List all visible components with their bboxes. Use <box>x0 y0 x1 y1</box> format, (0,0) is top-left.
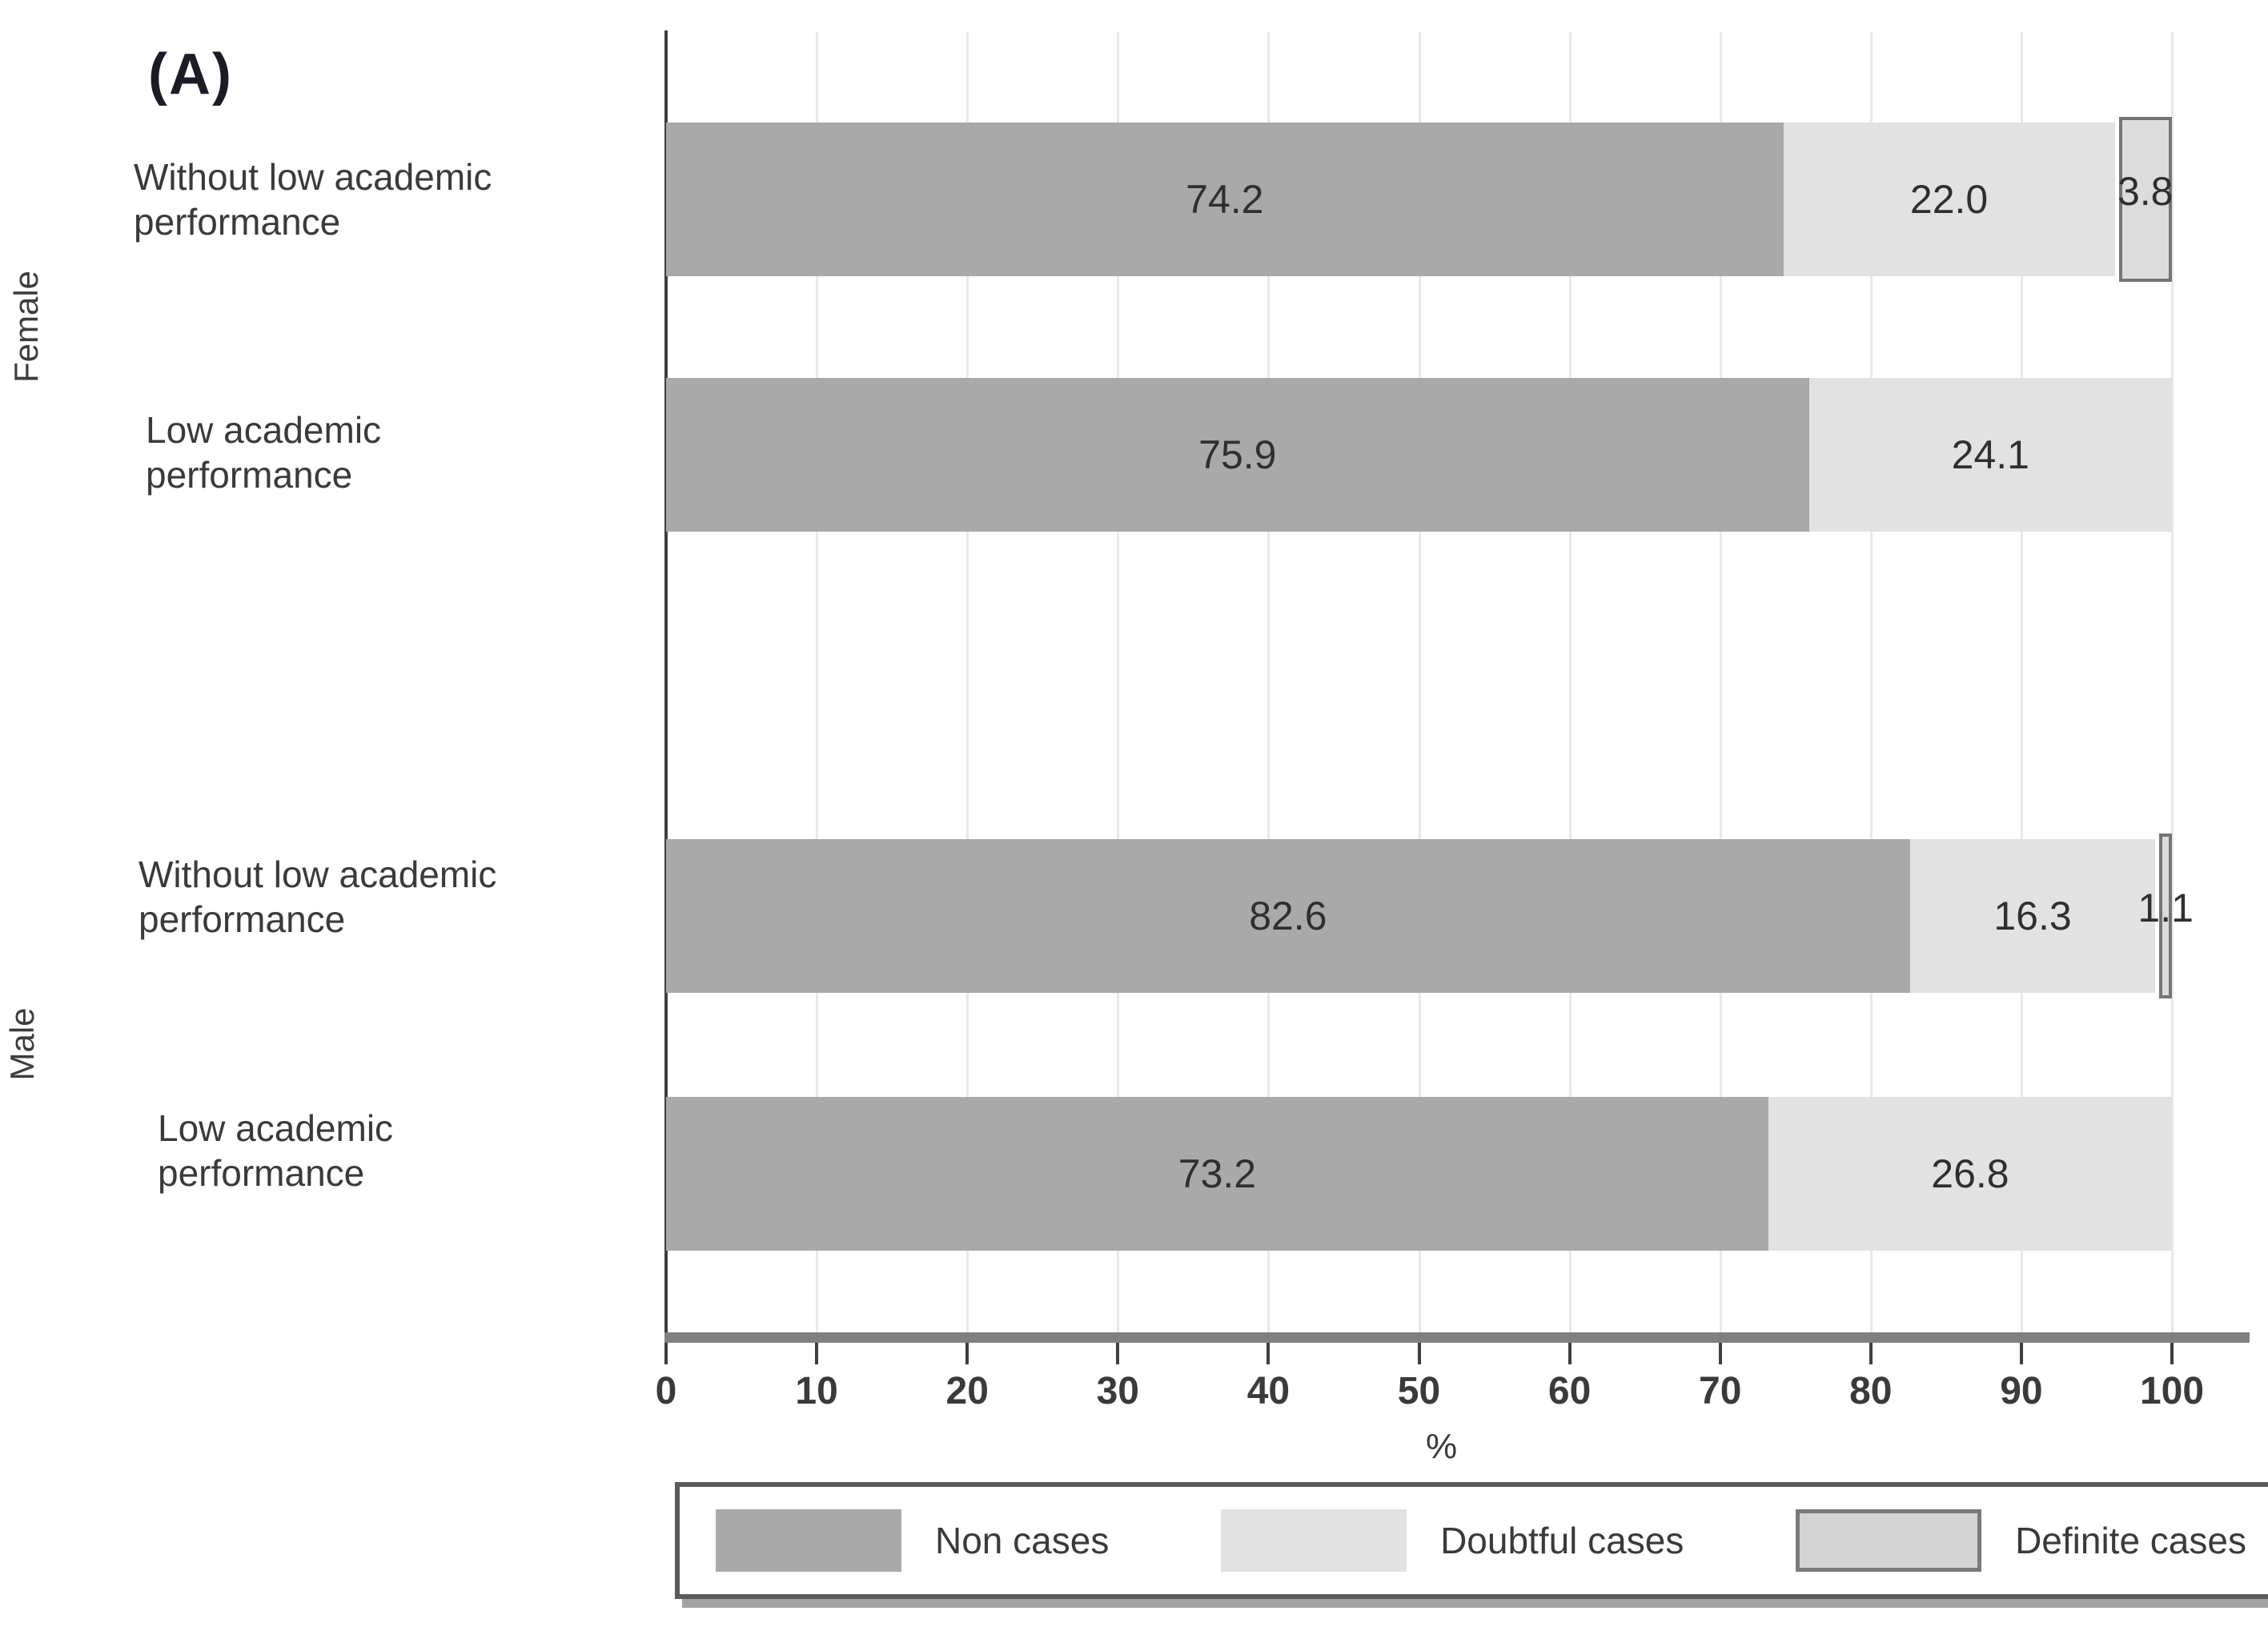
x-tick <box>965 1343 969 1364</box>
x-tick <box>1718 1343 1722 1364</box>
x-tick-label: 80 <box>1849 1370 1893 1412</box>
bar-value-label: 26.8 <box>1931 1151 2009 1196</box>
bar-segment-non-cases: 73.2 <box>666 1097 1768 1251</box>
legend-swatch-definite <box>1796 1509 1982 1572</box>
bar-segment-doubtful-cases: 22.0 <box>1783 123 2115 276</box>
bar-segment-definite-cases: 1.1 <box>2138 834 2194 998</box>
x-tick <box>664 1343 668 1364</box>
bar-segment-non-cases: 75.9 <box>666 378 1809 532</box>
bar-value-label: 1.1 <box>2138 886 2194 931</box>
gridline <box>2020 32 2023 1332</box>
x-tick-label: 10 <box>795 1370 838 1412</box>
x-tick <box>1116 1343 1120 1364</box>
bar-value-label: 22.0 <box>1909 177 1989 222</box>
x-tick <box>2019 1343 2023 1364</box>
legend-item: Doubtful cases <box>1221 1509 1684 1572</box>
gridline <box>1568 32 1572 1332</box>
x-axis-title: % <box>1425 1427 1458 1466</box>
bar-segment-doubtful-cases: 16.3 <box>1909 839 2156 993</box>
x-tick-label: 0 <box>655 1370 677 1412</box>
legend-label: Non cases <box>935 1520 1110 1561</box>
x-tick-label: 50 <box>1397 1370 1441 1412</box>
legend-label: Definite cases <box>2015 1520 2246 1561</box>
legend-swatch-doubtful <box>1221 1509 1407 1572</box>
group-label-male: Male <box>3 1007 41 1081</box>
gridline <box>1418 32 1421 1332</box>
bar-segment-non-cases: 82.6 <box>666 839 1910 993</box>
gridline <box>1719 32 1722 1332</box>
bar-segment-doubtful-cases: 26.8 <box>1768 1097 2172 1251</box>
legend-label: Doubtful cases <box>1440 1520 1684 1561</box>
category-label: Low academic performance <box>146 408 382 496</box>
category-label: Low academic performance <box>158 1107 394 1194</box>
x-tick-label: 90 <box>2000 1370 2043 1412</box>
gridline <box>1117 32 1120 1332</box>
gridline <box>2171 32 2174 1332</box>
bar-value-label: 73.2 <box>1178 1151 1257 1196</box>
legend-swatch-non <box>716 1509 901 1572</box>
x-tick-label: 40 <box>1246 1370 1291 1412</box>
bar-value-label: 24.1 <box>1951 432 2029 477</box>
legend: Non cases Doubtful cases Definite cases <box>675 1482 2268 1599</box>
bar-row: 73.2 26.8 <box>666 1097 2172 1251</box>
bar-row: 74.2 22.0 3.8 <box>666 117 2173 282</box>
x-tick <box>1417 1343 1421 1364</box>
x-tick <box>2170 1343 2174 1364</box>
x-tick-label: 20 <box>945 1370 989 1412</box>
gridline <box>816 32 819 1332</box>
legend-item: Non cases <box>716 1509 1109 1572</box>
bar-value-label: 74.2 <box>1186 177 1264 222</box>
x-tick-label: 60 <box>1547 1370 1592 1412</box>
bar-segment-definite-cases: 3.8 <box>2117 117 2174 282</box>
group-label-female: Female <box>7 270 45 384</box>
gridline <box>1869 32 1873 1332</box>
x-tick <box>1869 1343 1873 1364</box>
x-axis-line <box>664 1332 2250 1343</box>
x-tick-label: 70 <box>1698 1370 1742 1412</box>
x-tick-label: 30 <box>1096 1370 1139 1412</box>
bar-value-label: 3.8 <box>2117 169 2174 215</box>
x-tick-label: 100 <box>2139 1370 2205 1412</box>
y-axis-line <box>664 30 668 1344</box>
panel-label: (A) <box>148 42 233 106</box>
category-label: Without low academic performance <box>134 155 492 243</box>
gridline <box>966 32 969 1332</box>
category-label: Without low academic performance <box>138 853 497 940</box>
x-tick <box>1568 1343 1572 1364</box>
bar-segment-doubtful-cases: 24.1 <box>1808 378 2172 532</box>
x-tick <box>815 1343 819 1364</box>
bar-value-label: 82.6 <box>1249 894 1327 938</box>
x-tick <box>1266 1343 1270 1364</box>
bar-value-label: 16.3 <box>1993 894 2072 938</box>
bar-value-label: 75.9 <box>1198 432 1277 477</box>
gridline <box>1267 32 1270 1332</box>
bar-row: 75.9 24.1 <box>666 378 2172 532</box>
bar-segment-non-cases: 74.2 <box>666 123 1784 276</box>
bar-row: 82.6 16.3 1.1 <box>666 834 2194 998</box>
legend-item: Definite cases <box>1796 1509 2246 1572</box>
